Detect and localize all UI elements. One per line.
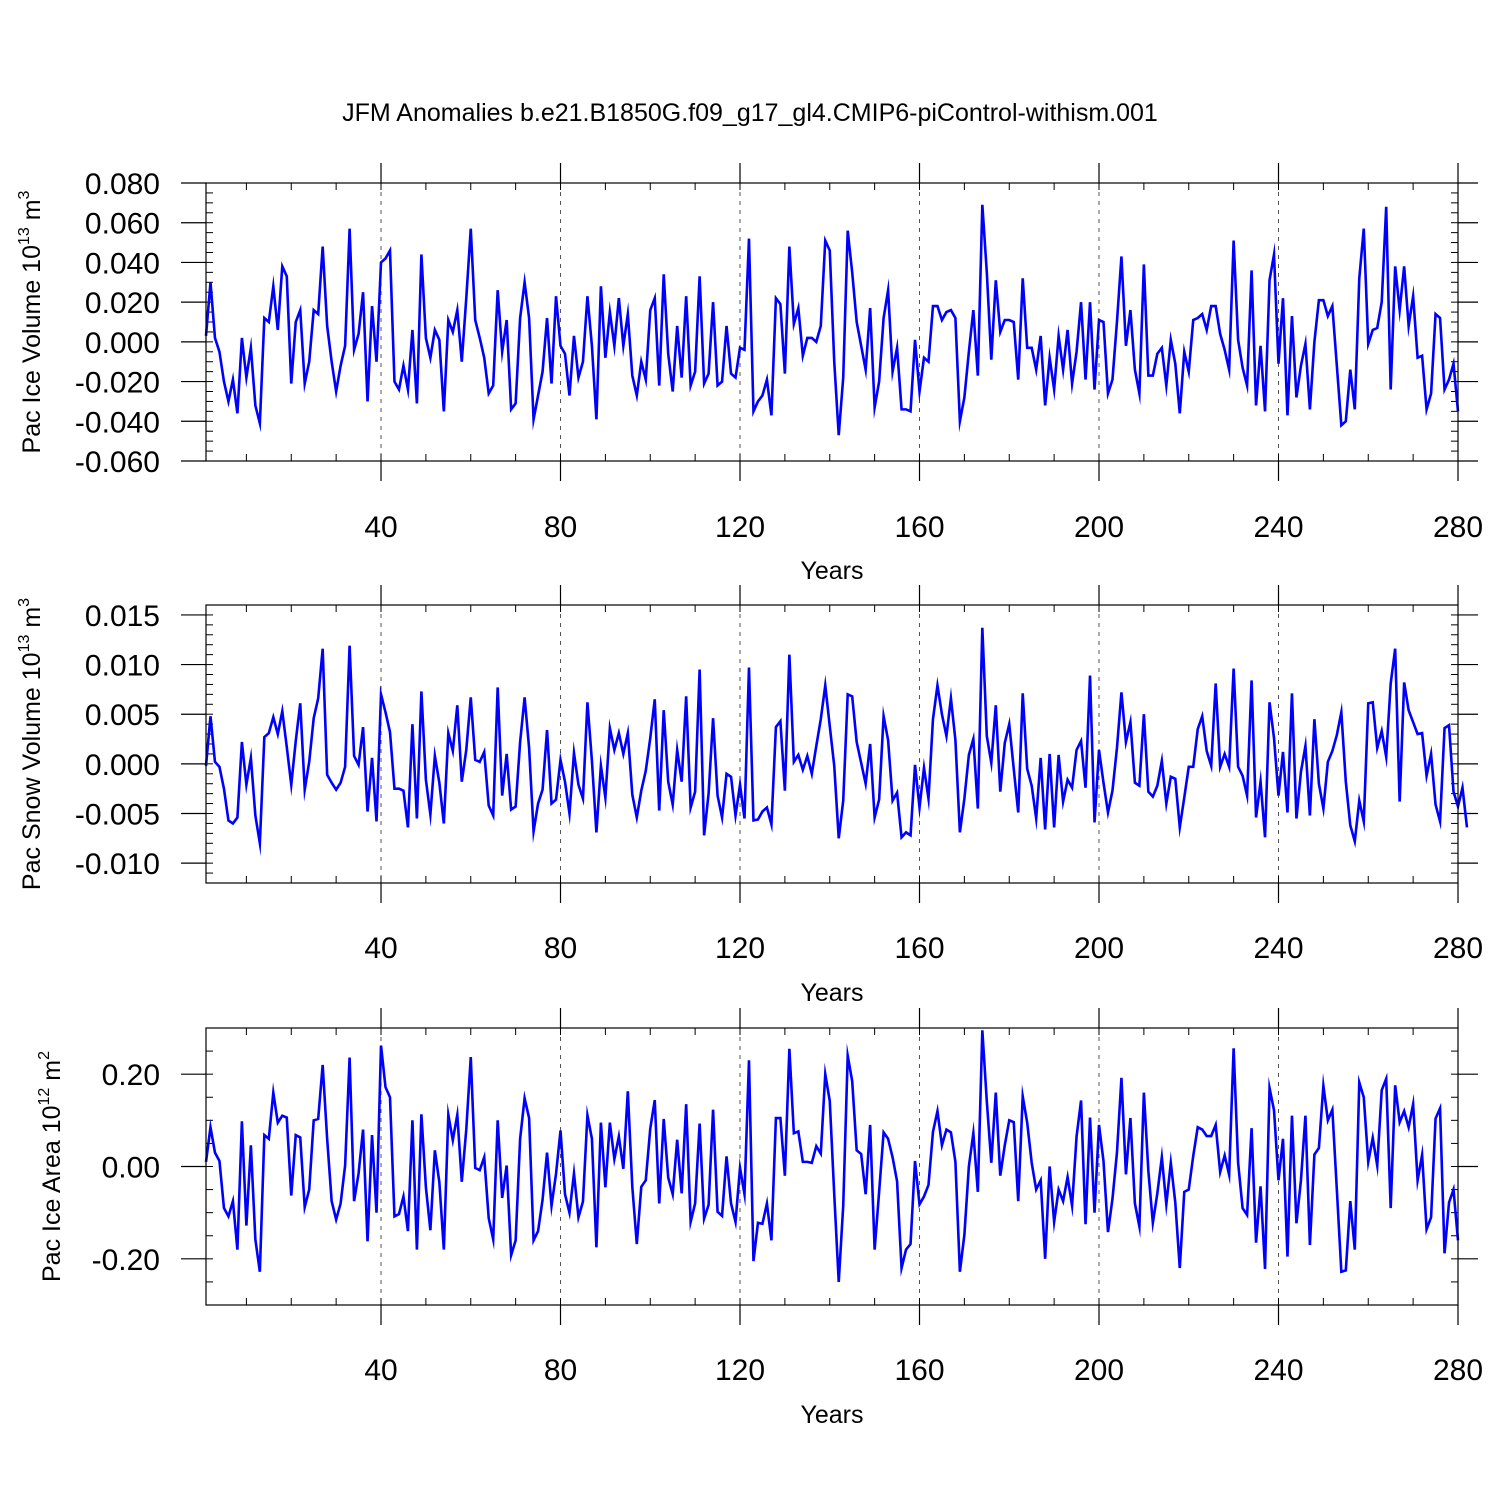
x-tick-label: 160 (894, 511, 944, 544)
x-axis-label: Years (800, 1401, 863, 1429)
y-label-part: 13 (16, 635, 33, 653)
series-line-snow-volume (204, 627, 1469, 857)
x-tick-label: 200 (1074, 1354, 1124, 1387)
x-tick-label: 80 (544, 1354, 577, 1387)
series-line-ice-area (204, 1030, 1460, 1282)
x-tick-label: 240 (1253, 1354, 1303, 1387)
x-axis-label: Years (800, 979, 863, 1007)
series-line-ice-volume (204, 204, 1460, 436)
y-label-part: 2 (36, 1051, 53, 1060)
y-tick-label: 0.060 (85, 208, 160, 241)
y-tick-label: 0.000 (85, 749, 160, 782)
chart-title: JFM Anomalies b.e21.B1850G.f09_g17_gl4.C… (342, 99, 1158, 127)
x-minor-ticks (245, 605, 1414, 883)
y-label-part: 3 (16, 190, 33, 199)
y-tick-label: 0.005 (85, 699, 160, 732)
x-tick-label: 40 (364, 932, 397, 965)
panel-ice-area: -0.20 0.00 0.20 40 80 120 160 200 240 280 Years Pac… (36, 1008, 1483, 1429)
y-label-part: 3 (16, 598, 33, 607)
panels: -0.060 -0.040 -0.020 0.000 0.020 0.040 0.060 0.… (16, 163, 1483, 1429)
y-tick-label: -0.010 (75, 848, 160, 881)
y-tick-label: -0.060 (75, 446, 160, 479)
x-tick-label: 160 (894, 932, 944, 965)
x-axis-label: Years (800, 557, 863, 585)
panel-ice-volume: -0.060 -0.040 -0.020 0.000 0.020 0.040 0.060 0.… (16, 163, 1483, 585)
x-tick-label: 200 (1074, 932, 1124, 965)
x-tick-label: 160 (894, 1354, 944, 1387)
y-tick-label: 0.20 (102, 1059, 160, 1092)
y-tick-label: 0.010 (85, 650, 160, 683)
y-label-part: Pac Ice Volume 10 (18, 245, 46, 453)
y-tick-label: 0.015 (85, 600, 160, 633)
y-tick-label: -0.005 (75, 799, 160, 832)
x-minor-ticks (245, 183, 1414, 461)
y-tick-label: 0.080 (85, 168, 160, 201)
y-label-part: m (18, 199, 46, 227)
x-tick-label: 280 (1433, 1354, 1483, 1387)
y-label-part: m (18, 607, 46, 635)
x-tick-label: 240 (1253, 932, 1303, 965)
y-axis-label: Pac Ice Volume 1013 m3 (16, 190, 46, 453)
plot-frame (205, 182, 1459, 462)
y-label-part: 12 (36, 1088, 53, 1106)
x-minor-ticks (245, 1028, 1414, 1305)
y-tick-label: 0.00 (102, 1152, 160, 1185)
x-tick-label: 240 (1253, 511, 1303, 544)
x-tick-label: 40 (364, 511, 397, 544)
x-tick-label: 120 (715, 1354, 765, 1387)
panel-snow-volume: -0.010 -0.005 0.000 0.005 0.010 0.015 40 80 120 1… (16, 585, 1483, 1007)
x-tick-label: 80 (544, 511, 577, 544)
x-tick-label: 80 (544, 932, 577, 965)
y-tick-label: -0.020 (75, 367, 160, 400)
y-label-part: Pac Snow Volume 10 (18, 652, 46, 890)
x-tick-label: 120 (715, 932, 765, 965)
plot-frame (205, 604, 1459, 884)
y-label-part: m (38, 1060, 66, 1088)
y-axis-label: Pac Snow Volume 1013 m3 (16, 598, 46, 890)
plot-frame (205, 1027, 1459, 1306)
y-label-part: 13 (16, 227, 33, 245)
x-tick-label: 200 (1074, 511, 1124, 544)
x-tick-label: 280 (1433, 932, 1483, 965)
x-tick-label: 40 (364, 1354, 397, 1387)
x-tick-label: 120 (715, 511, 765, 544)
y-tick-label: 0.020 (85, 287, 160, 320)
y-tick-label: 0.000 (85, 327, 160, 360)
y-tick-label: -0.040 (75, 406, 160, 439)
x-tick-label: 280 (1433, 511, 1483, 544)
y-tick-label: -0.20 (92, 1244, 160, 1277)
y-label-part: Pac Ice Area 10 (38, 1105, 66, 1282)
y-tick-label: 0.040 (85, 247, 160, 280)
y-axis-label: Pac Ice Area 1012 m2 (36, 1051, 66, 1282)
